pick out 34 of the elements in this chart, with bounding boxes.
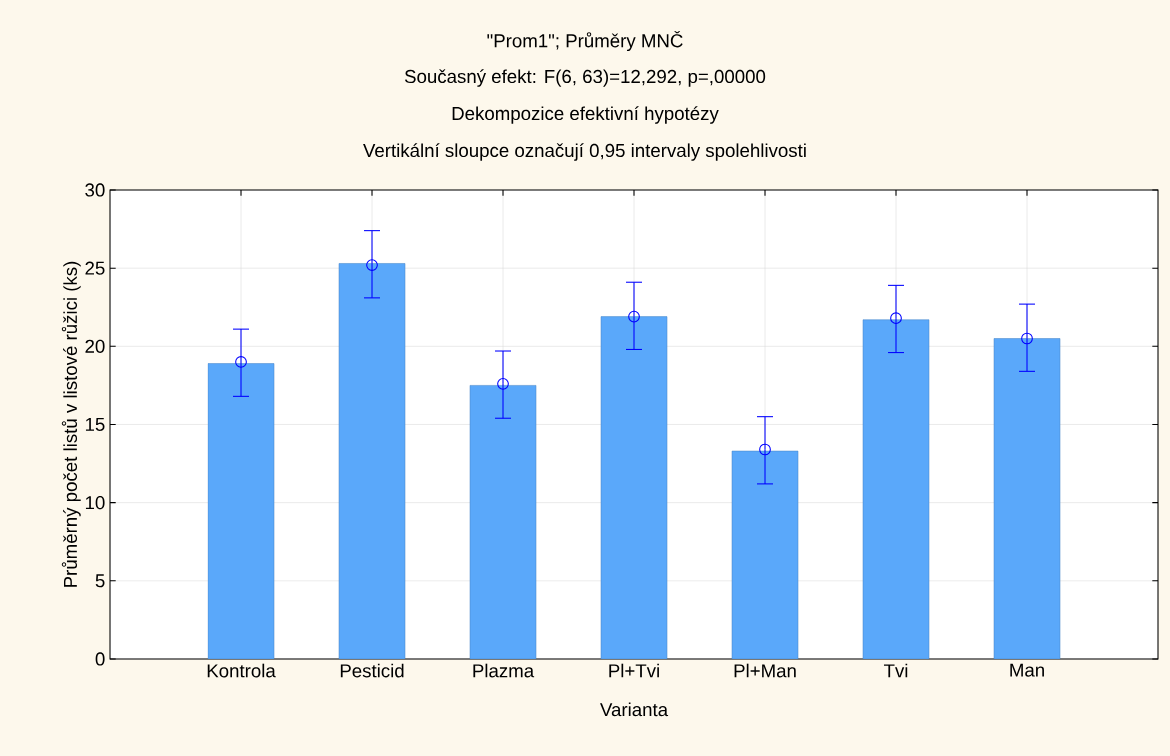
x-tick-label: Kontrola <box>207 663 276 678</box>
bar <box>731 450 799 659</box>
x-tick-label: Pl+Tvi <box>609 663 659 678</box>
y-tick-label: 15 <box>85 417 105 432</box>
text: Vertikální sloupce označují 0,95 intervaly spolehlivosti <box>363 143 806 161</box>
y-tick-label: 30 <box>85 183 105 197</box>
chart-subtitle: Současný efekt: F(6, 63)=12,292, p=,00000 <box>404 69 766 87</box>
y-axis-title: Průměrný počet listů v listové růžici (ks) <box>61 261 81 587</box>
bar <box>993 338 1061 659</box>
y-tick-label: 25 <box>85 261 105 275</box>
point <box>759 443 771 456</box>
point <box>497 377 509 390</box>
point <box>366 259 378 271</box>
chart-title: "Prom1"; Průměry MNČ <box>487 30 683 52</box>
bar <box>207 363 275 659</box>
x-tick-label: Pesticid <box>340 663 404 678</box>
x-tick-label: Pl+Man <box>734 663 796 678</box>
point <box>235 356 247 368</box>
point <box>628 310 640 323</box>
point <box>1021 332 1033 345</box>
bar <box>469 385 537 659</box>
text: Dekompozice efektivní hypotézy <box>452 106 719 124</box>
y-tick-label: 0 <box>95 652 105 666</box>
x-axis-title: Varianta <box>600 702 669 717</box>
bar <box>338 263 406 659</box>
bar <box>600 316 668 659</box>
x-tick-label: Tvi <box>883 663 908 678</box>
y-tick-label: 5 <box>95 574 105 588</box>
bar <box>862 319 930 659</box>
y-tick-label: 10 <box>85 496 105 510</box>
x-tick-label: Man <box>1010 663 1044 677</box>
y-tick-label: 20 <box>85 339 105 353</box>
point <box>890 312 902 325</box>
x-tick-label: Plazma <box>473 663 535 678</box>
